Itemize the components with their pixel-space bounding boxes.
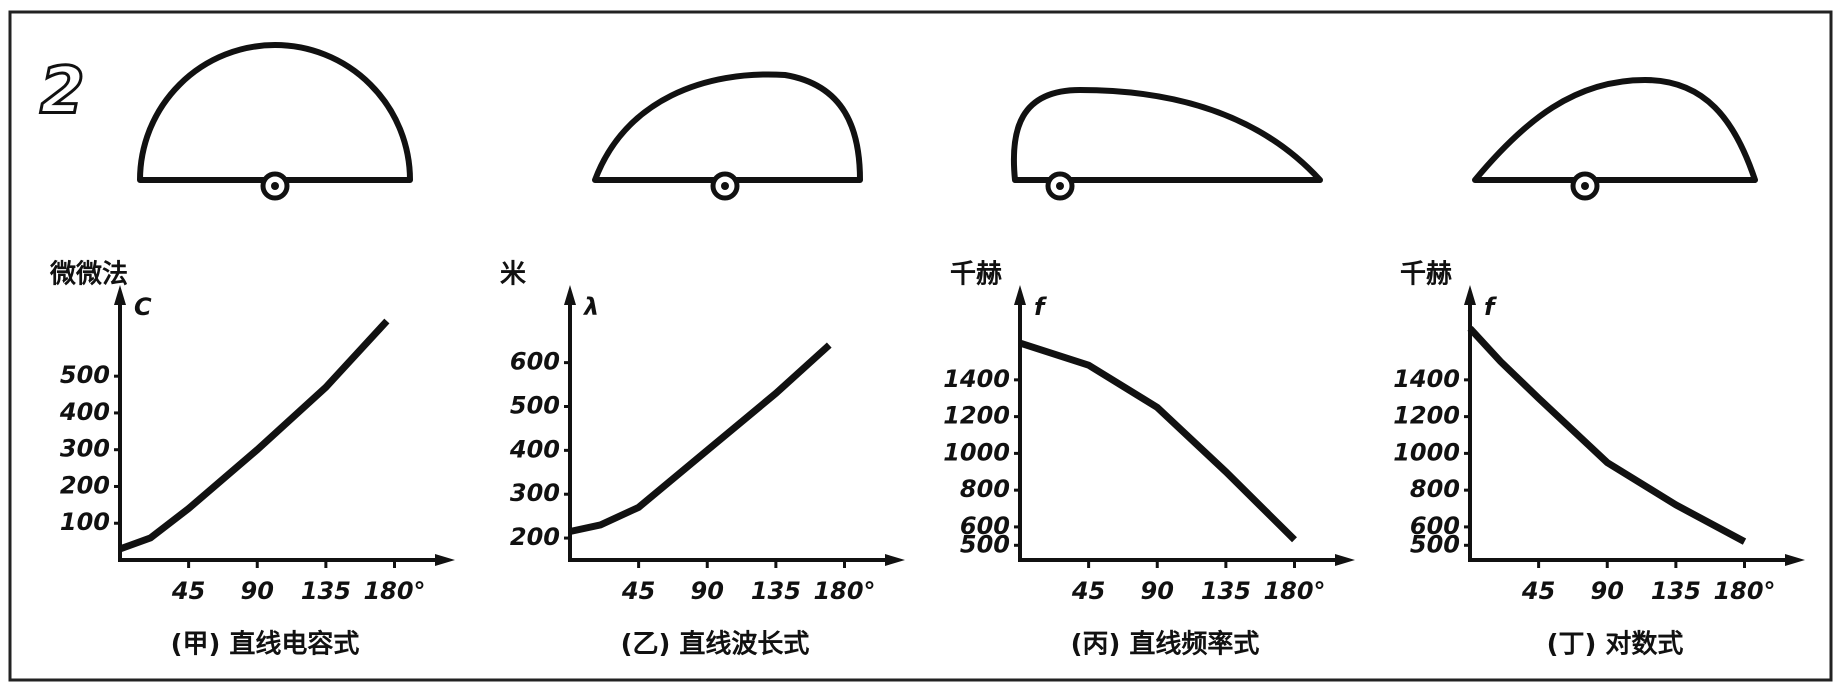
x-tick-label: 135 bbox=[301, 577, 351, 605]
y-tick-label: 1000 bbox=[943, 438, 1010, 466]
y-symbol: λ bbox=[582, 293, 599, 321]
x-tick-label: 45 bbox=[171, 577, 205, 605]
arrow bbox=[1464, 285, 1805, 566]
x-tick-label: 180° bbox=[813, 577, 875, 605]
y-tick-label: 600 bbox=[1410, 512, 1460, 540]
x-tick-label: 135 bbox=[751, 577, 801, 605]
y-tick-label: 1200 bbox=[943, 402, 1010, 430]
axes bbox=[1018, 295, 1345, 562]
y-tick-label: 300 bbox=[60, 435, 110, 463]
y-tick-label: 400 bbox=[59, 398, 110, 426]
y-symbol: C bbox=[134, 293, 152, 321]
x-tick-label: 90 bbox=[1591, 577, 1624, 605]
x-tick-label: 180° bbox=[1263, 577, 1325, 605]
plate bbox=[1010, 87, 1323, 183]
y-tick-label: 200 bbox=[510, 523, 560, 551]
x-tick-label: 180° bbox=[363, 577, 425, 605]
caption: (甲) 直线电容式 bbox=[171, 629, 360, 660]
x-tick-label: 180° bbox=[1713, 577, 1775, 605]
shaft-hole bbox=[271, 182, 279, 190]
plate bbox=[592, 71, 863, 183]
caption: (丁) 对数式 bbox=[1547, 630, 1684, 660]
border bbox=[8, 10, 1833, 682]
y-unit: 米 bbox=[500, 260, 526, 290]
y-unit: 微微法 bbox=[49, 259, 128, 290]
axes bbox=[1468, 295, 1795, 562]
y-unit: 千赫 bbox=[950, 260, 1002, 290]
curve bbox=[1467, 326, 1747, 545]
caption: (乙) 直线波长式 bbox=[621, 630, 810, 660]
y-tick-label: 600 bbox=[510, 348, 560, 376]
y-tick-label: 500 bbox=[1410, 530, 1460, 558]
y-tick-label: 600 bbox=[960, 512, 1010, 540]
y-tick-label: 200 bbox=[60, 471, 110, 499]
caption: (丙) 直线频率式 bbox=[1071, 629, 1260, 660]
y-tick-label: 1400 bbox=[1393, 365, 1460, 393]
x-tick-label: 90 bbox=[691, 577, 724, 605]
y-tick-label: 800 bbox=[1410, 475, 1460, 503]
plate bbox=[1472, 77, 1758, 183]
x-tick-label: 45 bbox=[1521, 577, 1555, 605]
y-tick-label: 500 bbox=[60, 361, 110, 389]
y-unit: 千赫 bbox=[1400, 260, 1452, 290]
y-tick-label: 100 bbox=[60, 508, 110, 536]
y-tick-label: 800 bbox=[960, 475, 1010, 503]
arrow bbox=[1014, 285, 1355, 566]
y-tick-label: 500 bbox=[510, 391, 560, 419]
figure-label: 2 bbox=[40, 55, 85, 129]
shaft-hole bbox=[721, 182, 729, 190]
shaft-hole bbox=[1056, 182, 1064, 190]
y-symbol: f bbox=[1034, 293, 1047, 321]
y-tick-label: 1000 bbox=[1393, 438, 1460, 466]
y-symbol: f bbox=[1484, 293, 1497, 321]
y-tick-label: 300 bbox=[510, 479, 560, 507]
y-tick-label: 500 bbox=[960, 530, 1010, 558]
x-tick-label: 135 bbox=[1651, 577, 1701, 605]
x-tick-label: 90 bbox=[1141, 577, 1174, 605]
axes bbox=[568, 295, 895, 562]
curve bbox=[118, 318, 390, 553]
x-tick-label: 45 bbox=[621, 577, 655, 605]
curve bbox=[1018, 339, 1297, 543]
axes bbox=[118, 295, 445, 562]
plate bbox=[137, 42, 413, 183]
y-tick-label: 400 bbox=[509, 435, 560, 463]
x-tick-label: 90 bbox=[241, 577, 274, 605]
x-tick-label: 135 bbox=[1201, 577, 1251, 605]
y-tick-label: 1400 bbox=[943, 365, 1010, 393]
shaft-hole bbox=[1581, 182, 1589, 190]
x-tick-label: 45 bbox=[1071, 577, 1105, 605]
curve bbox=[569, 342, 832, 535]
y-tick-label: 1200 bbox=[1393, 402, 1460, 430]
